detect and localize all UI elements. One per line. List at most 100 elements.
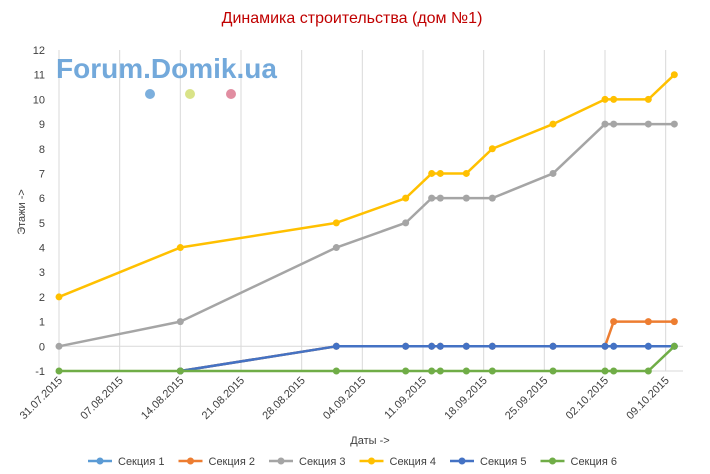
data-point [644,95,652,103]
data-point [644,318,652,326]
data-point [488,145,496,153]
x-axis-ticks: 31.07.2015 07.08.2015 14.08.2015 21.08.2015… [18,375,672,422]
y-tick-label: 9 [39,119,45,131]
series-3 [55,120,678,350]
watermark-text: Forum.Domik.ua [56,53,277,84]
data-point [670,318,678,326]
data-point [402,219,410,227]
y-tick-label: 7 [39,168,45,180]
data-point [436,169,444,177]
data-point [428,367,436,375]
data-point [436,194,444,202]
data-point [332,367,340,375]
watermark-logo: Forum.Domik.ua [56,53,277,99]
data-point [55,342,63,350]
data-point [670,342,678,350]
x-tick-label: 18.09.2015 [442,375,489,422]
data-point [176,318,184,326]
data-point [549,342,557,350]
series-4 [55,71,678,301]
x-tick-label: 21.08.2015 [200,375,247,422]
y-tick-label: 10 [33,94,45,106]
y-tick-label: 8 [39,144,45,156]
data-point [610,367,618,375]
legend-marker [549,457,556,465]
legend-label: Секция 6 [571,456,617,468]
data-point [436,342,444,350]
legend-item: Секция 2 [178,456,255,468]
data-point [610,318,618,326]
legend-marker [96,457,104,465]
x-tick-label: 04.09.2015 [321,375,368,422]
x-tick-label: 14.08.2015 [139,375,186,422]
y-tick-label: 12 [33,45,45,57]
data-point [436,367,444,375]
data-point [332,244,340,252]
legend-label: Секция 2 [209,456,255,468]
x-tick-label: 25.09.2015 [503,375,550,422]
data-point [601,95,609,103]
x-tick-label: 28.08.2015 [260,375,307,422]
data-point [488,194,496,202]
legend-item: Секция 1 [88,456,164,468]
data-point [176,367,184,375]
data-point [670,71,678,79]
y-tick-label: 3 [39,267,45,279]
legend-label: Секция 4 [390,456,436,468]
data-point [610,95,618,103]
data-point [402,367,410,375]
data-point [601,367,609,375]
chart-title: Динамика строительства (дом №1) [222,10,483,27]
data-point [610,342,618,350]
data-point [332,219,340,227]
data-point [55,367,63,375]
data-point [644,120,652,128]
x-tick-label: 09.10.2015 [624,375,671,422]
legend-label: Секция 1 [118,456,164,468]
y-tick-label: 2 [39,292,45,304]
legend-marker [187,457,194,465]
legend-item: Секция 3 [269,456,345,468]
data-point [601,342,609,350]
data-point [176,244,184,252]
data-point [462,342,470,350]
legend-item: Секция 6 [540,456,617,468]
legend-label: Секция 3 [299,456,345,468]
legend-item: Секция 4 [359,456,436,468]
data-point [332,342,340,350]
data-point [55,293,63,301]
legend-item: Секция 5 [450,456,526,468]
y-tick-label: 6 [39,193,45,205]
data-point [462,194,470,202]
data-point [644,342,652,350]
data-point [549,169,557,177]
data-point [670,120,678,128]
data-point [488,367,496,375]
y-tick-label: 4 [39,243,45,255]
y-tick-label: -1 [35,366,45,378]
series-lines [55,71,678,375]
series-line [180,345,675,373]
y-tick-label: 11 [34,70,45,82]
y-tick-label: 0 [39,341,45,353]
data-point [549,120,557,128]
legend-label: Секция 5 [480,456,526,468]
data-point [601,120,609,128]
data-point [428,342,436,350]
legend-marker [458,457,466,465]
data-point [644,367,652,375]
series-line [58,122,675,348]
watermark-dot-green [185,89,195,99]
legend-marker [277,457,285,465]
data-point [402,342,410,350]
y-tick-label: 5 [39,218,45,230]
legend: Секция 1 Секция 2 Секция 3 Секция 4 Секция 5… [88,456,617,468]
x-tick-label: 07.08.2015 [78,375,125,422]
y-axis-title: Этажи -> [16,189,28,235]
x-tick-label: 02.10.2015 [564,375,611,422]
data-point [428,194,436,202]
data-point [462,169,470,177]
series-line [59,345,676,373]
